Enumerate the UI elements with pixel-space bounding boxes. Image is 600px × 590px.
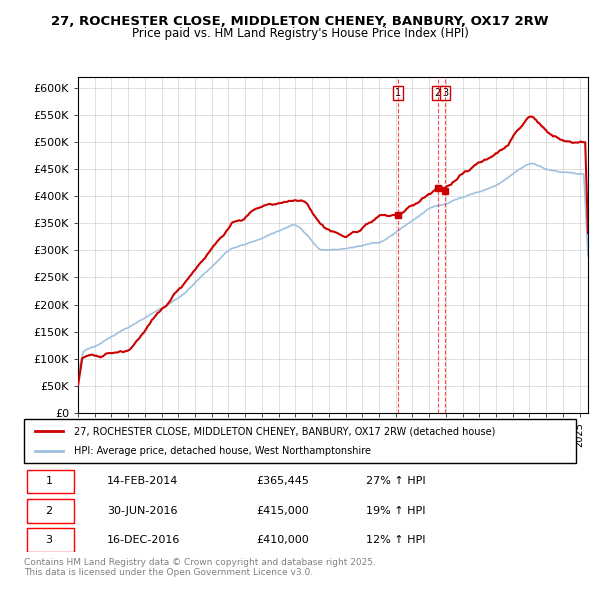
Text: 16-DEC-2016: 16-DEC-2016 <box>107 535 180 545</box>
Text: 27, ROCHESTER CLOSE, MIDDLETON CHENEY, BANBURY, OX17 2RW: 27, ROCHESTER CLOSE, MIDDLETON CHENEY, B… <box>51 15 549 28</box>
FancyBboxPatch shape <box>27 499 74 523</box>
Text: 3: 3 <box>442 88 448 98</box>
Text: £365,445: £365,445 <box>256 477 309 487</box>
Text: 19% ↑ HPI: 19% ↑ HPI <box>366 506 426 516</box>
FancyBboxPatch shape <box>27 527 74 552</box>
FancyBboxPatch shape <box>27 470 74 493</box>
Text: HPI: Average price, detached house, West Northamptonshire: HPI: Average price, detached house, West… <box>74 446 371 455</box>
Text: 1: 1 <box>395 88 401 98</box>
Text: Price paid vs. HM Land Registry's House Price Index (HPI): Price paid vs. HM Land Registry's House … <box>131 27 469 40</box>
Text: 30-JUN-2016: 30-JUN-2016 <box>107 506 178 516</box>
Text: 1: 1 <box>46 477 52 487</box>
Text: 27% ↑ HPI: 27% ↑ HPI <box>366 477 426 487</box>
Text: 2: 2 <box>434 88 440 98</box>
Text: £415,000: £415,000 <box>256 506 308 516</box>
Text: 12% ↑ HPI: 12% ↑ HPI <box>366 535 426 545</box>
Text: 2: 2 <box>45 506 52 516</box>
Text: 14-FEB-2014: 14-FEB-2014 <box>107 477 178 487</box>
Text: 3: 3 <box>46 535 52 545</box>
Text: £410,000: £410,000 <box>256 535 308 545</box>
Text: Contains HM Land Registry data © Crown copyright and database right 2025.
This d: Contains HM Land Registry data © Crown c… <box>24 558 376 577</box>
Text: 27, ROCHESTER CLOSE, MIDDLETON CHENEY, BANBURY, OX17 2RW (detached house): 27, ROCHESTER CLOSE, MIDDLETON CHENEY, B… <box>74 427 495 436</box>
